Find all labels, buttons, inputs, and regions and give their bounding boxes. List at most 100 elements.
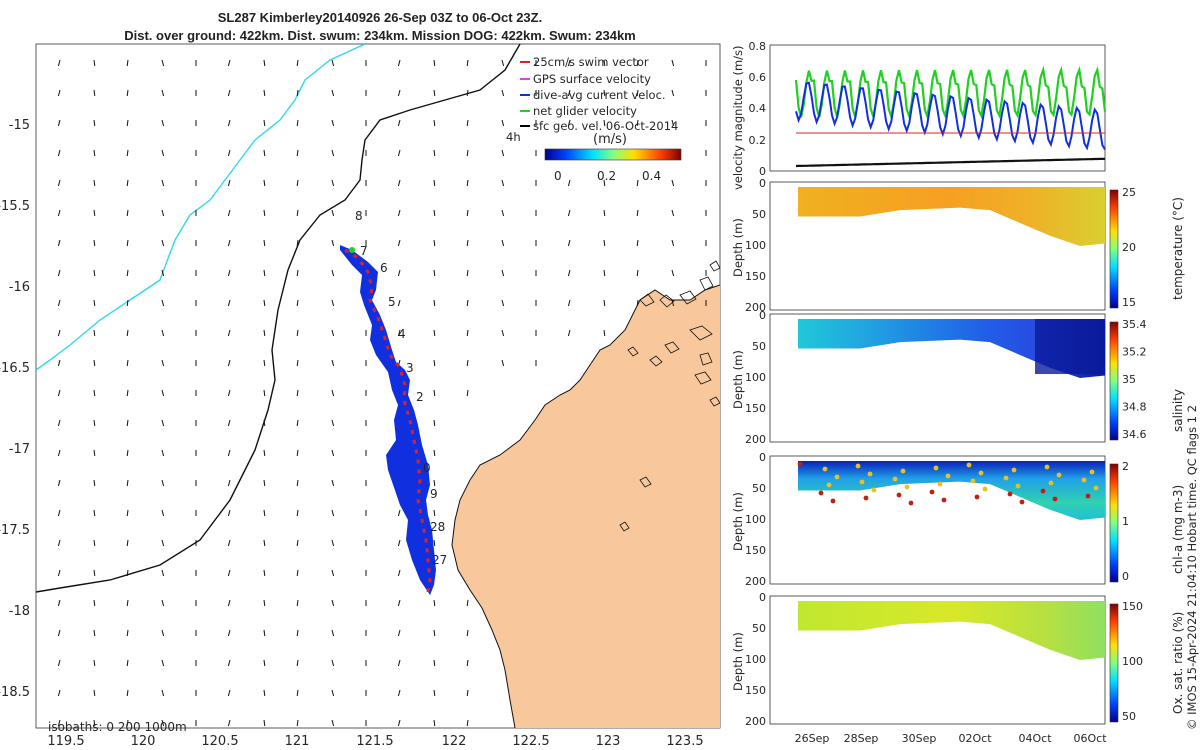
- velocity-arrow: [296, 329, 299, 337]
- velocity-arrow: [501, 119, 505, 127]
- legend-item: dive-avg current veloc.: [533, 88, 666, 102]
- depth-tick: 100: [745, 513, 766, 526]
- chl-sample-dot: [1052, 496, 1058, 502]
- velocity-arrow: [263, 689, 266, 697]
- velocity-arrow: [126, 449, 129, 457]
- velocity-arrow: [636, 299, 639, 307]
- velocity-arrow: [93, 329, 96, 337]
- velocity-arrow: [296, 479, 299, 487]
- velocity-arrow: [57, 329, 61, 337]
- velocity-arrow: [466, 119, 469, 127]
- chl-sample-dot: [1089, 469, 1095, 475]
- chl-sample-dot: [970, 478, 976, 484]
- velocity-arrow: [126, 659, 129, 667]
- colorbar-tick: 0.4: [642, 169, 661, 183]
- velocity-arrow: [263, 359, 266, 367]
- velocity-arrow: [331, 539, 335, 547]
- legend-item: net glider velocity: [533, 104, 637, 118]
- velocity-arrow: [433, 59, 436, 67]
- depth-panel-3: 0 50 100 150 200 Depth (m) 50 100 150 Ox. sat. ra…: [731, 591, 1185, 728]
- lon-tick: 121.5: [356, 734, 393, 749]
- velocity-arrow: [501, 59, 505, 67]
- colorbar-tick: 34.6: [1122, 428, 1147, 441]
- velocity-arrow: [466, 209, 469, 217]
- coastline: [451, 284, 720, 728]
- velocity-arrow: [296, 689, 299, 697]
- velocity-arrow: [57, 239, 61, 247]
- chl-sample-dot: [867, 471, 873, 477]
- colorbar-tick: 15: [1122, 296, 1136, 309]
- velocity-arrow: [397, 539, 401, 547]
- velocity-arrow: [567, 179, 571, 187]
- depth-tick: 150: [745, 684, 766, 697]
- day-label: 0: [423, 461, 431, 475]
- chl-sample-dot: [900, 468, 906, 474]
- velocity-arrow: [227, 269, 231, 277]
- chl-sample-dot: [1085, 493, 1091, 499]
- velocity-arrow: [93, 119, 96, 127]
- velocity-arrow: [161, 299, 165, 307]
- velocity-arrow: [93, 269, 96, 277]
- velocity-arrow: [671, 89, 675, 97]
- velocity-arrow: [161, 389, 165, 397]
- velocity-arrow: [263, 629, 266, 637]
- day-label: 3: [406, 361, 414, 375]
- legend-item: 25cm/s swim vector: [533, 55, 649, 69]
- velocity-arrow: [227, 149, 231, 157]
- velocity-arrow: [263, 389, 266, 397]
- velocity-arrow: [93, 479, 96, 487]
- velocity-arrow: [93, 179, 96, 187]
- velocity-arrow: [296, 719, 299, 727]
- depth-panel-0: 0 50 100 150 200 Depth (m) 15 20 25 temperature (…: [731, 177, 1185, 314]
- velocity-arrow: [93, 689, 96, 697]
- chl-sample-dot: [797, 461, 803, 467]
- velocity-arrow: [227, 209, 231, 217]
- time-tick: 06Oct: [1073, 732, 1107, 745]
- figure-title-line1: SL287 Kimberley20140926 26-Sep 03Z to 06…: [217, 10, 543, 25]
- day-label: 2: [416, 390, 424, 404]
- velocity-arrow: [227, 89, 231, 97]
- isobath-1000m: [36, 44, 366, 371]
- colorbar-tick: 34.8: [1122, 401, 1147, 414]
- velocity-arrow: [397, 209, 401, 217]
- velocity-arrow: [636, 59, 639, 67]
- velocity-arrow: [466, 629, 469, 637]
- velocity-arrow: [227, 359, 231, 367]
- chl-sample-dot: [1093, 485, 1099, 491]
- colorbar-tick: 35: [1122, 373, 1136, 386]
- depth-section-fill: [798, 187, 1105, 246]
- chl-sample-dot: [904, 484, 910, 490]
- depth-tick: 100: [745, 653, 766, 666]
- velocity-arrow: [57, 119, 61, 127]
- chl-sample-dot: [1081, 477, 1087, 483]
- velocity-arrow: [331, 269, 335, 277]
- velocity-arrow: [296, 59, 299, 67]
- velocity-arrow: [126, 59, 129, 67]
- legend-item: GPS surface velocity: [533, 72, 651, 86]
- velocity-arrow: [263, 599, 266, 607]
- velocity-arrow: [567, 59, 571, 67]
- lat-tick: -17: [9, 442, 30, 457]
- velocity-arrow: [161, 119, 165, 127]
- velocity-arrow: [433, 419, 436, 427]
- velocity-arrow: [433, 269, 436, 277]
- chl-sample-dot: [1007, 491, 1013, 497]
- velocity-arrow: [603, 299, 606, 307]
- velocity-arrow: [296, 659, 299, 667]
- velocity-arrow: [331, 599, 335, 607]
- depth-tick: 150: [745, 270, 766, 283]
- velocity-arrow: [567, 299, 571, 307]
- velocity-arrow: [331, 179, 335, 187]
- velocity-arrow: [263, 569, 266, 577]
- velocity-arrow: [93, 299, 96, 307]
- velocity-arrow: [466, 59, 469, 67]
- chl-sample-dot: [892, 476, 898, 482]
- chl-sample-dot: [929, 489, 935, 495]
- depth-tick: 150: [745, 402, 766, 415]
- colorbar-tick: 1: [1122, 515, 1129, 528]
- depth-section-fill: [798, 461, 1105, 520]
- velocity-panel: 0 0.2 0.4 0.6 0.8 velocity magnitude (m/…: [731, 40, 1107, 190]
- velocity-arrow: [93, 599, 96, 607]
- velocity-arrow: [126, 389, 129, 397]
